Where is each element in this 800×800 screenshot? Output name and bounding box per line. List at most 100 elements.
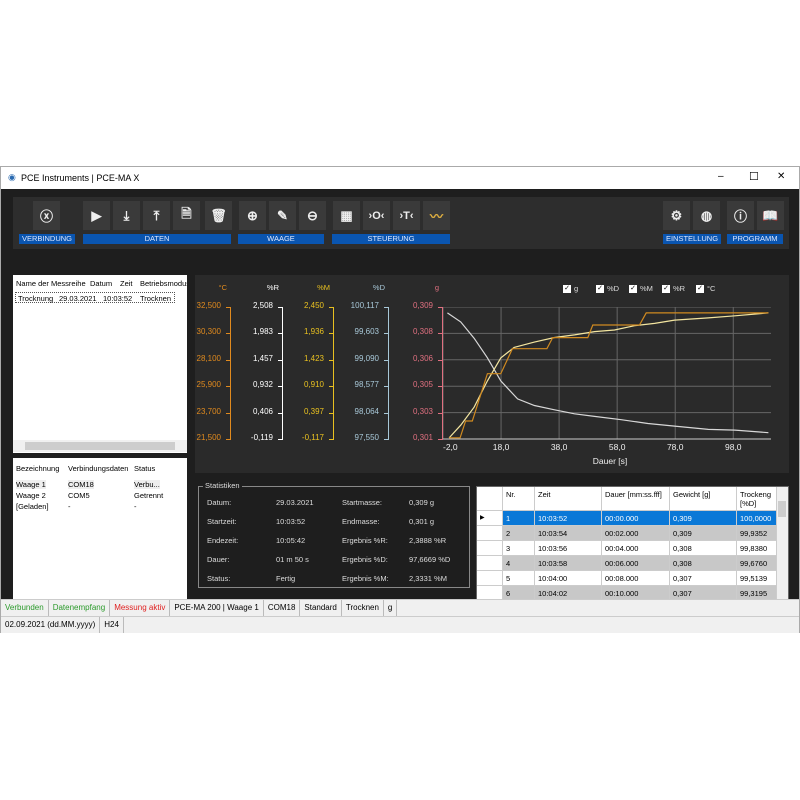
- table-cell[interactable]: 2: [503, 526, 535, 541]
- table-cell[interactable]: 0,309: [670, 511, 737, 526]
- tare-button[interactable]: ›T‹: [393, 201, 420, 230]
- table-cell[interactable]: 100,0000: [737, 511, 777, 526]
- table-row[interactable]: 2 10:03:54 00:02.000 0,309 99,9352: [477, 526, 777, 541]
- row-selector[interactable]: ▶: [477, 511, 503, 526]
- column-header[interactable]: Nr.: [503, 487, 535, 511]
- column-header[interactable]: Betriebsmodus: [140, 279, 187, 288]
- table-cell[interactable]: 10:03:52: [535, 511, 602, 526]
- table-cell[interactable]: 5: [503, 571, 535, 586]
- legend-checkbox[interactable]: ✓: [696, 284, 704, 293]
- gear-button[interactable]: ⚙: [663, 201, 690, 230]
- column-header[interactable]: Gewicht [g]: [670, 487, 737, 511]
- plus-button[interactable]: ⊕: [239, 201, 266, 230]
- legend-checkbox[interactable]: ✓: [629, 284, 637, 293]
- maximize-button[interactable]: ☐: [749, 171, 759, 183]
- y-tick-mark: [329, 307, 334, 308]
- legend-item[interactable]: ✓ %D: [596, 284, 619, 293]
- device-cell[interactable]: COM18: [68, 480, 94, 489]
- minus-button[interactable]: ⊖: [299, 201, 326, 230]
- column-header[interactable]: Trockeng [%D]: [737, 487, 777, 511]
- row-selector[interactable]: [477, 571, 503, 586]
- table-row[interactable]: 3 10:03:56 00:04.000 0,308 99,8380: [477, 541, 777, 556]
- column-header[interactable]: Zeit: [535, 487, 602, 511]
- table-cell[interactable]: 10:04:00: [535, 571, 602, 586]
- device-cell[interactable]: Waage 1: [16, 480, 46, 489]
- info-button[interactable]: ⓘ: [727, 201, 754, 230]
- table-cell[interactable]: 00:06.000: [602, 556, 670, 571]
- table-cell[interactable]: 00:08.000: [602, 571, 670, 586]
- y-tick-mark: [329, 412, 334, 414]
- device-cell[interactable]: Verbu...: [134, 480, 160, 489]
- device-cell[interactable]: COM5: [68, 491, 90, 500]
- table-cell[interactable]: 00:02.000: [602, 526, 670, 541]
- legend-checkbox[interactable]: ✓: [563, 284, 571, 293]
- table-cell[interactable]: 00:00.000: [602, 511, 670, 526]
- table-cell[interactable]: 10:03:54: [535, 526, 602, 541]
- table-cell[interactable]: 0,307: [670, 571, 737, 586]
- scrollbar-thumb[interactable]: [25, 442, 175, 450]
- legend-item[interactable]: ✓ %R: [662, 284, 685, 293]
- table-cell[interactable]: 00:04.000: [602, 541, 670, 556]
- list-item[interactable]: Trocknung 29.03.2021 10:03:52 Trocknen: [15, 292, 175, 303]
- close-button[interactable]: ✕: [777, 171, 786, 182]
- column-header[interactable]: Verbindungsdaten: [68, 464, 129, 473]
- legend-checkbox[interactable]: ✓: [662, 284, 670, 293]
- plus-icon: ⊕: [247, 207, 258, 223]
- column-header[interactable]: Datum: [90, 279, 113, 288]
- table-cell[interactable]: 0,308: [670, 556, 737, 571]
- column-header[interactable]: Zeit: [120, 279, 133, 288]
- file-send-button[interactable]: 🗎: [173, 201, 200, 230]
- minimize-button[interactable]: –: [718, 171, 724, 182]
- scrollbar-thumb[interactable]: [778, 501, 786, 517]
- row-selector[interactable]: [477, 541, 503, 556]
- row-selector[interactable]: [477, 556, 503, 571]
- legend-item[interactable]: ✓ %M: [629, 284, 653, 293]
- device-cell[interactable]: Waage 2: [16, 491, 46, 500]
- calculator-button[interactable]: ▦: [333, 201, 360, 230]
- device-cell[interactable]: Getrennt: [134, 491, 164, 500]
- row-selector[interactable]: [477, 526, 503, 541]
- table-cell[interactable]: 99,6760: [737, 556, 777, 571]
- legend-item[interactable]: ✓ °C: [696, 284, 715, 293]
- table-row[interactable]: 5 10:04:00 00:08.000 0,307 99,5139: [477, 571, 777, 586]
- vertical-scrollbar[interactable]: [776, 487, 788, 603]
- series-list[interactable]: Name der Messreihe Datum Zeit Betriebsmodus…: [13, 275, 187, 453]
- table-cell[interactable]: 3: [503, 541, 535, 556]
- column-header[interactable]: Bezeichnung: [16, 464, 60, 473]
- device-cell[interactable]: -: [134, 502, 137, 511]
- column-header[interactable]: Status: [134, 464, 156, 473]
- globe-button[interactable]: ◍: [693, 201, 720, 230]
- column-header[interactable]: Dauer [mm:ss.fff]: [602, 487, 670, 511]
- table-row[interactable]: ▶ 1 10:03:52 00:00.000 0,309 100,0000: [477, 511, 777, 526]
- plot-area: -2,0 18,0 38,0 58,0 78,0 98,0: [443, 307, 771, 452]
- pencil-button[interactable]: ✎: [269, 201, 296, 230]
- chart-panel: °C 32,500 30,300 28,100 25,900 23,700 21,500 %R…: [195, 275, 789, 473]
- table-cell[interactable]: 10:03:56: [535, 541, 602, 556]
- disconnect-button[interactable]: ⓧ: [33, 201, 60, 230]
- export-button[interactable]: ⤒: [143, 201, 170, 230]
- legend-checkbox[interactable]: ✓: [596, 284, 604, 293]
- y-tick-mark: [384, 307, 389, 308]
- horizontal-scrollbar[interactable]: [13, 440, 187, 452]
- legend-item[interactable]: ✓ g: [563, 284, 578, 293]
- table-cell[interactable]: 10:03:58: [535, 556, 602, 571]
- chart-signal-button[interactable]: 〰: [423, 201, 450, 230]
- table-cell[interactable]: 0,309: [670, 526, 737, 541]
- device-cell[interactable]: -: [68, 502, 71, 511]
- table-cell[interactable]: 99,5139: [737, 571, 777, 586]
- book-button[interactable]: 📖: [757, 201, 784, 230]
- table-cell[interactable]: 1: [503, 511, 535, 526]
- zero-button[interactable]: ›O‹: [363, 201, 390, 230]
- play-button[interactable]: ▶: [83, 201, 110, 230]
- device-cell[interactable]: [Geladen]: [16, 502, 49, 511]
- table-row[interactable]: 4 10:03:58 00:06.000 0,308 99,6760: [477, 556, 777, 571]
- trash-button[interactable]: 🗑: [205, 201, 232, 230]
- column-header[interactable]: Name der Messreihe: [16, 279, 86, 288]
- device-list[interactable]: Bezeichnung Verbindungsdaten Status Waage 1…: [13, 458, 187, 620]
- import-button[interactable]: ⤓: [113, 201, 140, 230]
- table-cell[interactable]: 99,8380: [737, 541, 777, 556]
- table-cell[interactable]: 4: [503, 556, 535, 571]
- table-cell[interactable]: 99,9352: [737, 526, 777, 541]
- table-cell[interactable]: 0,308: [670, 541, 737, 556]
- measurement-table[interactable]: Nr. Zeit Dauer [mm:ss.fff] Gewicht [g] Trock…: [476, 486, 790, 616]
